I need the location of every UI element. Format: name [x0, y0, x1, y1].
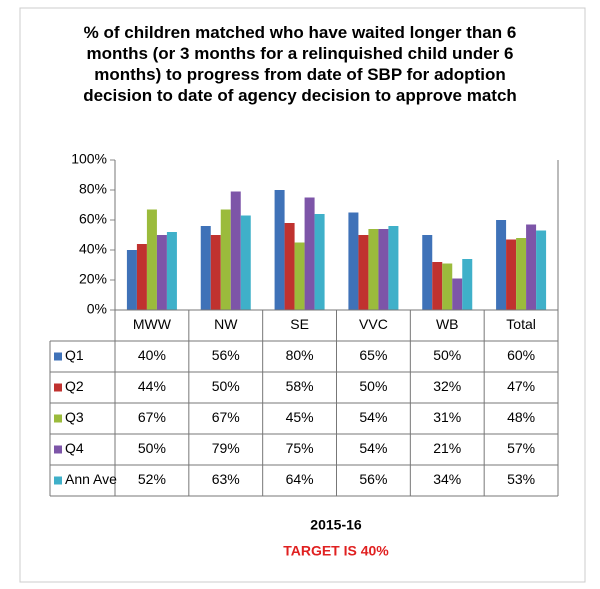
- table-value: 44%: [138, 378, 166, 394]
- y-tick-label: 40%: [79, 241, 107, 257]
- bar: [368, 229, 379, 310]
- table-value: 48%: [507, 409, 535, 425]
- y-tick-label: 60%: [79, 211, 107, 227]
- chart-frame: [19, 7, 586, 583]
- bar: [516, 238, 527, 310]
- x-tick-label: VVC: [359, 316, 388, 332]
- table-value: 53%: [507, 471, 535, 487]
- table-value: 58%: [286, 378, 314, 394]
- bar: [274, 190, 285, 310]
- table-value: 67%: [138, 409, 166, 425]
- table-value: 21%: [433, 440, 461, 456]
- table-value: 60%: [507, 347, 535, 363]
- table-value: 64%: [286, 471, 314, 487]
- table-value: 80%: [286, 347, 314, 363]
- table-value: 56%: [212, 347, 240, 363]
- bar: [378, 229, 389, 310]
- table-value: 47%: [507, 378, 535, 394]
- chart-title: % of children matched who have waited lo…: [83, 23, 517, 105]
- y-tick-label: 80%: [79, 181, 107, 197]
- bar: [146, 209, 157, 310]
- x-tick-label: Total: [506, 316, 536, 332]
- bar: [230, 191, 241, 310]
- annotation: TARGET IS 40%: [283, 543, 389, 559]
- legend-label: Q1: [65, 347, 84, 363]
- table-value: 67%: [212, 409, 240, 425]
- legend-label: Q4: [65, 440, 84, 456]
- x-tick-label: NW: [214, 316, 238, 332]
- bar: [220, 209, 231, 310]
- table-value: 32%: [433, 378, 461, 394]
- legend-label: Q3: [65, 409, 84, 425]
- bar: [442, 263, 453, 310]
- bar: [136, 244, 147, 310]
- table-value: 50%: [138, 440, 166, 456]
- bar: [452, 278, 463, 310]
- legend-swatch: [54, 476, 62, 485]
- table-value: 31%: [433, 409, 461, 425]
- bar: [200, 226, 211, 310]
- table-value: 63%: [212, 471, 240, 487]
- table-value: 54%: [359, 409, 387, 425]
- x-tick-label: SE: [290, 316, 309, 332]
- table-value: 50%: [433, 347, 461, 363]
- table-value: 40%: [138, 347, 166, 363]
- bar: [210, 235, 221, 310]
- table-value: 34%: [433, 471, 461, 487]
- bar: [462, 259, 473, 310]
- bar: [126, 250, 137, 310]
- legend-swatch: [54, 352, 62, 361]
- bar: [294, 242, 305, 310]
- table-value: 65%: [359, 347, 387, 363]
- legend-swatch: [54, 414, 62, 423]
- bar: [422, 235, 433, 310]
- bar: [156, 235, 167, 310]
- legend-label: Ann Ave: [65, 471, 117, 487]
- x-tick-label: MWW: [133, 316, 172, 332]
- bar: [304, 197, 315, 310]
- bar: [358, 235, 369, 310]
- table-value: 79%: [212, 440, 240, 456]
- legend-swatch: [54, 383, 62, 392]
- table-value: 75%: [286, 440, 314, 456]
- legend-swatch: [54, 445, 62, 454]
- table-value: 54%: [359, 440, 387, 456]
- table-value: 50%: [212, 378, 240, 394]
- bar: [496, 220, 507, 310]
- x-tick-label: WB: [436, 316, 459, 332]
- bar: [166, 232, 177, 310]
- table-value: 56%: [359, 471, 387, 487]
- table-value: 52%: [138, 471, 166, 487]
- y-tick-label: 100%: [71, 151, 107, 167]
- bar: [536, 230, 547, 310]
- y-tick-label: 0%: [87, 301, 107, 317]
- table-value: 45%: [286, 409, 314, 425]
- bar: [526, 224, 537, 310]
- bar: [314, 214, 325, 310]
- bar: [348, 212, 359, 310]
- bar: [388, 226, 399, 310]
- y-tick-label: 20%: [79, 271, 107, 287]
- bar: [432, 262, 443, 310]
- bar: [240, 215, 251, 310]
- table-value: 57%: [507, 440, 535, 456]
- bar: [284, 223, 295, 310]
- x-axis-label: 2015-16: [310, 517, 362, 533]
- bar: [506, 239, 517, 310]
- legend-label: Q2: [65, 378, 84, 394]
- table-value: 50%: [359, 378, 387, 394]
